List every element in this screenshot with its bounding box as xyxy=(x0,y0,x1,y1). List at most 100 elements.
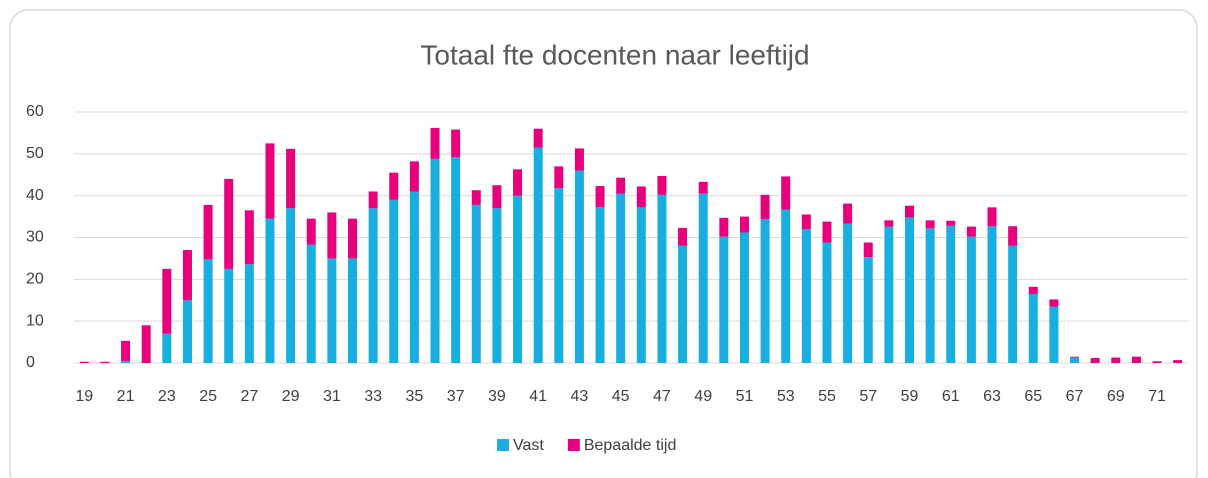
x-tick-label: 69 xyxy=(1107,388,1125,405)
bar-segment xyxy=(739,216,749,233)
y-tick-label: 0 xyxy=(26,354,35,371)
x-tick-label: 59 xyxy=(901,388,919,405)
bar-segment xyxy=(1111,357,1121,363)
bar-segment xyxy=(430,158,440,363)
bar-segment xyxy=(801,214,811,230)
bar-segment xyxy=(678,227,688,246)
bar-segment xyxy=(905,217,914,363)
bar-segment xyxy=(843,223,853,363)
bar-segment xyxy=(182,300,192,363)
bar-segment xyxy=(595,206,605,363)
bar-segment xyxy=(368,191,378,209)
bar-segment xyxy=(203,259,213,363)
bar-segment xyxy=(451,157,461,363)
bar-segment xyxy=(1049,306,1059,363)
bar-segment xyxy=(121,360,131,363)
bar-segment xyxy=(1152,361,1162,363)
bar-segment xyxy=(925,228,935,363)
legend-swatch xyxy=(497,439,509,451)
x-tick-label: 21 xyxy=(117,388,135,405)
bar-segment xyxy=(574,148,584,171)
x-tick-label: 33 xyxy=(364,388,382,405)
bar-segment xyxy=(265,143,275,219)
bar-segment xyxy=(306,244,316,363)
y-tick-label: 20 xyxy=(26,271,44,288)
x-tick-label: 25 xyxy=(199,388,217,405)
y-tick-label: 40 xyxy=(26,187,44,204)
bar-segment xyxy=(1049,299,1059,307)
x-tick-label: 45 xyxy=(612,388,630,405)
bar-segment xyxy=(698,193,708,363)
bar-segment xyxy=(471,204,481,363)
bar-segment xyxy=(389,172,399,200)
bar-segment xyxy=(451,129,461,158)
bar-segment xyxy=(409,191,419,363)
bar-segment xyxy=(636,186,646,208)
y-tick-label: 50 xyxy=(26,145,44,162)
bar-segment xyxy=(533,147,543,363)
bar-segment xyxy=(327,212,337,259)
bar-segment xyxy=(1070,357,1080,363)
chart-title: Totaal fte docenten naar leeftijd xyxy=(420,39,809,70)
bar-segment xyxy=(822,242,832,363)
x-tick-label: 63 xyxy=(983,388,1001,405)
bar-segment xyxy=(533,128,543,148)
x-tick-label: 47 xyxy=(653,388,671,405)
bar-segment xyxy=(905,205,914,218)
bar-segment xyxy=(1028,286,1038,294)
bar-segment xyxy=(616,177,626,194)
x-tick-label: 27 xyxy=(240,388,258,405)
bar-segment xyxy=(822,221,832,243)
bar-segment xyxy=(1090,357,1100,363)
bar-segment xyxy=(286,208,296,363)
bar-segment xyxy=(368,208,378,363)
bar-segment xyxy=(1008,245,1018,363)
x-tick-label: 61 xyxy=(942,388,960,405)
x-tick-label: 29 xyxy=(282,388,300,405)
x-tick-label: 19 xyxy=(75,388,93,405)
bar-segment xyxy=(265,218,275,363)
bar-segment xyxy=(203,204,213,260)
bar-segment xyxy=(286,148,296,209)
legend-label: Vast xyxy=(513,437,544,454)
bar-segment xyxy=(348,218,357,259)
bar-segment xyxy=(678,245,688,363)
bar-segment xyxy=(760,194,770,220)
bar-segment xyxy=(389,199,399,363)
bar-segment xyxy=(100,361,110,363)
x-tick-label: 67 xyxy=(1066,388,1084,405)
bar-segment xyxy=(925,220,935,229)
bar-segment xyxy=(430,127,440,159)
bar-segment xyxy=(657,176,667,195)
bar-segment xyxy=(492,208,502,363)
bar-segment xyxy=(719,236,729,363)
bar-segment xyxy=(554,166,564,189)
x-tick-label: 39 xyxy=(488,388,506,405)
bar-segment xyxy=(513,195,523,363)
x-tick-label: 43 xyxy=(571,388,589,405)
x-tick-label: 51 xyxy=(736,388,754,405)
bar-segment xyxy=(1173,360,1183,363)
bar-segment xyxy=(121,340,131,361)
bar-segment xyxy=(595,186,605,207)
bar-segment xyxy=(244,264,254,363)
bar-segment xyxy=(966,236,976,363)
bar-segment xyxy=(657,194,667,363)
y-tick-label: 10 xyxy=(26,312,44,329)
bar-segment xyxy=(554,188,564,363)
bar-segment xyxy=(224,268,234,363)
bar-segment xyxy=(801,229,811,363)
bar-segment xyxy=(327,258,337,363)
bar-segment xyxy=(1008,226,1018,246)
bar-segment xyxy=(987,226,997,363)
bar-segment xyxy=(471,190,481,205)
x-tick-label: 65 xyxy=(1024,388,1042,405)
bar-segment xyxy=(224,178,234,269)
x-tick-label: 71 xyxy=(1148,388,1166,405)
bar-segment xyxy=(863,257,873,363)
bar-segment xyxy=(1070,356,1080,358)
x-tick-label: 35 xyxy=(405,388,423,405)
bar-segment xyxy=(1028,293,1038,363)
x-tick-label: 37 xyxy=(447,388,465,405)
bar-segment xyxy=(946,225,956,363)
